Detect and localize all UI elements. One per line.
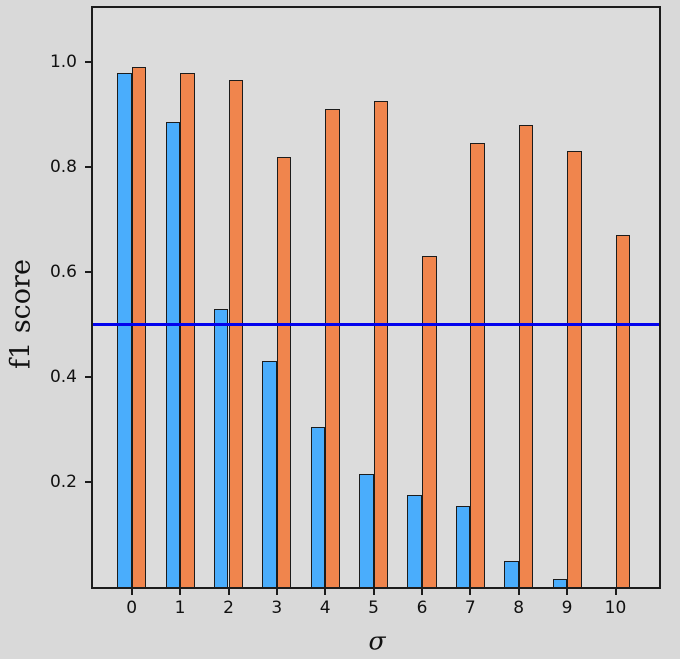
bar-orange-x0 [131,67,147,587]
reference-line [93,323,659,326]
x-tick-label: 0 [126,598,138,618]
bar-orange-x8 [518,125,534,587]
bar-blue-x3 [262,361,277,587]
plot-area [91,6,661,589]
x-tick-mark [614,589,617,595]
bar-orange-x2 [228,80,243,587]
y-tick-label: 0.8 [49,157,77,178]
y-tick-mark [85,376,91,378]
bar-orange-x10 [615,235,630,587]
y-tick-mark [85,166,91,169]
x-tick-label: 5 [368,598,379,618]
y-tick-label: 0.6 [49,262,77,282]
bar-blue-x6 [407,495,422,587]
bar-orange-x5 [373,101,389,587]
bar-blue-x0 [117,72,132,587]
bar-orange-x9 [567,151,582,587]
x-tick-label: 4 [319,598,331,618]
x-tick-label: 6 [416,598,428,618]
x-axis-label: σ [368,626,386,656]
x-tick-label: 3 [271,598,283,618]
x-tick-mark [130,589,133,595]
x-tick-mark [179,589,182,595]
x-tick-mark [372,589,375,595]
x-tick-mark [421,589,423,595]
bar-blue-x2 [213,308,229,587]
x-tick-mark [227,589,230,595]
x-tick-mark [566,589,569,595]
bar-orange-x7 [470,143,485,587]
x-tick-mark [324,589,327,595]
x-tick-label: 2 [223,598,234,618]
x-tick-mark [469,589,472,595]
y-tick-mark [85,271,91,273]
bar-orange-x3 [276,156,292,587]
y-tick-mark [85,61,91,64]
bar-orange-x4 [325,109,340,587]
bar-blue-x5 [359,474,374,587]
x-tick-mark [275,589,278,595]
y-tick-label: 1.0 [49,52,77,73]
x-tick-label: 8 [513,598,525,618]
bar-blue-x1 [165,122,181,587]
bar-orange-x1 [180,72,195,587]
x-tick-label: 10 [604,598,627,618]
y-tick-label: 0.4 [49,367,77,387]
x-tick-mark [517,589,520,595]
x-tick-label: 9 [561,598,573,618]
y-tick-mark [85,481,91,483]
bar-blue-x8 [504,560,519,587]
bar-orange-x6 [422,256,437,587]
x-tick-label: 1 [174,598,186,618]
bar-blue-x7 [455,505,471,587]
bar-blue-x4 [310,426,326,587]
y-tick-label: 0.2 [49,472,77,492]
x-tick-label: 7 [464,598,476,618]
bar-blue-x9 [552,579,568,587]
